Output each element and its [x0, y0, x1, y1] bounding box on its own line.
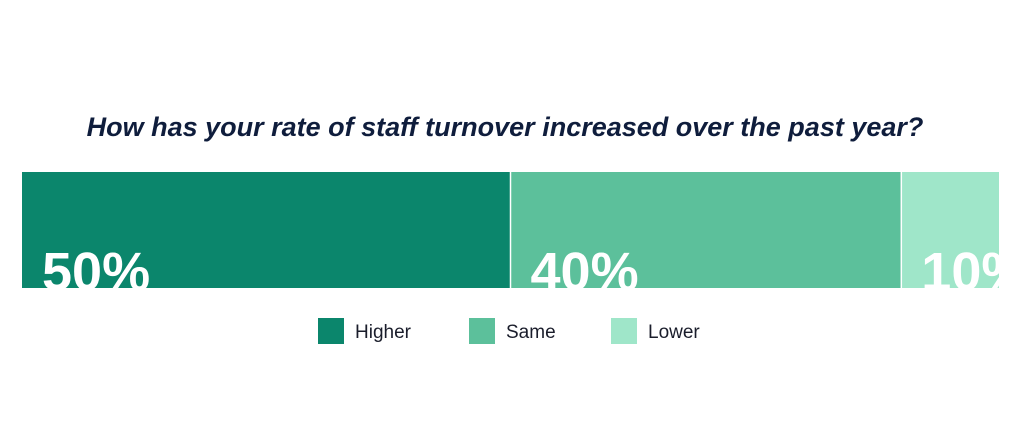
- legend-swatch-higher: [318, 318, 344, 344]
- bar-lower: [901, 172, 999, 288]
- legend-swatch-lower: [611, 318, 637, 344]
- legend-label-higher: Higher: [355, 322, 412, 343]
- bar-higher: [22, 172, 511, 288]
- bar-label-group: 50% 40% 10%: [42, 242, 1024, 302]
- data-label-higher: 50%: [42, 242, 150, 302]
- data-label-lower: 10%: [921, 242, 1024, 302]
- bar-group: [22, 172, 999, 288]
- chart-title: How has your rate of staff turnover incr…: [87, 112, 924, 142]
- bar-same: [510, 172, 902, 288]
- legend-label-lower: Lower: [648, 322, 700, 343]
- legend-swatch-same: [469, 318, 495, 344]
- data-label-same: 40%: [531, 242, 639, 302]
- legend-label-same: Same: [506, 322, 556, 343]
- legend: Higher Same Lower: [318, 318, 700, 344]
